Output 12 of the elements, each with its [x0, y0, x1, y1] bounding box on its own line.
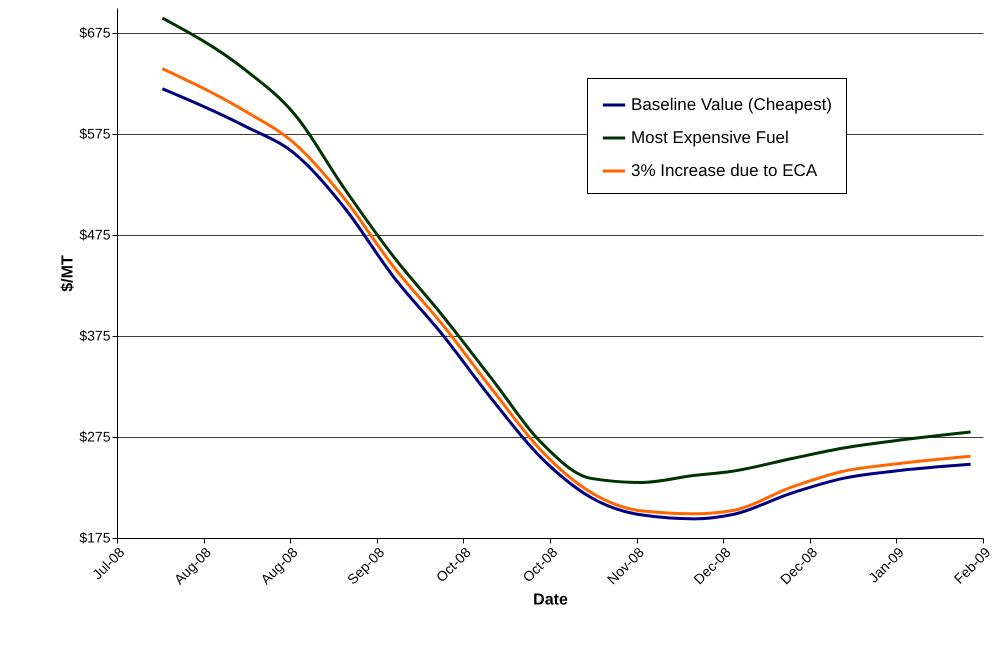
y-tick-label: $575 — [79, 126, 111, 142]
y-tick-label: $175 — [79, 530, 111, 546]
y-tick-label: $375 — [79, 328, 111, 344]
y-tick-label: $675 — [79, 24, 111, 41]
y-tick-label: $475 — [79, 226, 111, 243]
legend-label: Baseline Value (Cheapest) — [631, 95, 832, 114]
legend-label: Most Expensive Fuel — [631, 128, 789, 147]
x-axis-title: Date — [533, 591, 568, 608]
line-series — [160, 16, 972, 484]
legend-label: 3% Increase due to ECA — [631, 161, 818, 180]
y-tick-label: $275 — [79, 428, 111, 445]
y-axis-title: $/MT — [59, 255, 76, 292]
